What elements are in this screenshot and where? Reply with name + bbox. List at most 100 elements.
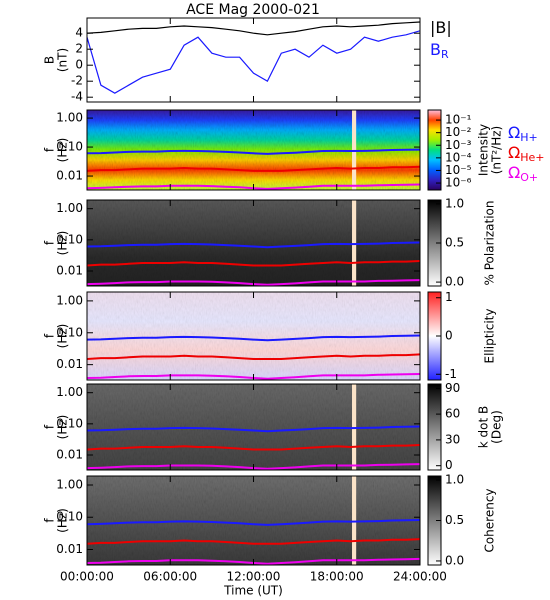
- legend-name: Ω: [508, 123, 520, 142]
- colorbar-unit: (nT²/Hz): [490, 126, 504, 174]
- colorbar-tick-label: 10⁻⁵: [445, 163, 472, 177]
- x-tick-label: 18:00:00: [310, 570, 364, 584]
- colorbar-unit: (Deg): [490, 410, 504, 444]
- colorbar-tick-label: 1.0: [445, 473, 464, 487]
- colorbar-tick-label: 10⁻²: [445, 125, 472, 139]
- legend-entry: BR: [430, 40, 449, 62]
- series-line: [87, 148, 420, 155]
- legend-name: Ω: [508, 163, 520, 182]
- x-tick-label: 24:00:00: [393, 570, 447, 584]
- legend-name: |B|: [430, 18, 452, 37]
- colorbar-tick-label: 0: [445, 329, 453, 343]
- series-line: [87, 353, 420, 360]
- x-tick-label: 00:00:00: [60, 570, 114, 584]
- colorbar-tick-label: 0.0: [445, 275, 464, 289]
- y-tick-label: 1.00: [56, 111, 83, 125]
- y-tick-label: 1.00: [56, 201, 83, 215]
- colorbar-tick-label: 10⁻⁴: [445, 150, 472, 164]
- x-tick-label: 06:00:00: [143, 570, 197, 584]
- x-tick-label: 12:00:00: [227, 570, 281, 584]
- y-tick-label: 0.01: [56, 263, 83, 277]
- legend-subscript: O+: [520, 171, 538, 184]
- y-axis-unit: (Hz): [56, 138, 70, 163]
- y-tick-label: 0.10: [56, 325, 83, 339]
- y-tick-label: 0.10: [56, 140, 83, 154]
- legend-subscript: R: [441, 48, 449, 61]
- legend-entry: ΩH+: [508, 123, 538, 145]
- data-gap: [352, 384, 357, 470]
- legend-subscript: H+: [520, 131, 538, 144]
- series-line: [87, 260, 420, 267]
- colorbar-tick-label: 10⁻¹: [445, 113, 472, 127]
- colorbar-label: Coherency: [483, 488, 497, 552]
- y-tick-label: 0.01: [56, 542, 83, 556]
- y-tick-label: 0.01: [56, 447, 83, 461]
- y-axis-unit: (Hz): [56, 324, 70, 349]
- colorbar-tick-label: -1: [445, 367, 457, 381]
- y-tick-label: 0: [75, 58, 83, 72]
- plot-frame: [86, 17, 421, 103]
- data-gap: [352, 200, 357, 286]
- series-line: [87, 538, 420, 545]
- colorbar-tick-label: 1: [445, 290, 453, 304]
- legend-subscript: He+: [520, 151, 544, 164]
- y-tick-label: 0.01: [56, 169, 83, 183]
- colorbar-label: k dot B: [477, 406, 491, 448]
- y-tick-label: 1.00: [56, 477, 83, 491]
- colorbar-label: Intensity: [477, 124, 491, 176]
- colorbar-tick-label: 0.5: [445, 236, 464, 250]
- colorbar-tick-label: 0: [445, 458, 453, 472]
- series-line: [87, 21, 420, 36]
- series-line: [87, 444, 420, 451]
- colorbar-tick-label: 10⁻³: [445, 138, 472, 152]
- series-line: [87, 241, 420, 249]
- series-line: [87, 30, 420, 94]
- colorbar-tick-label: 30: [445, 432, 460, 446]
- y-tick-label: 1.00: [56, 385, 83, 399]
- colorbar: [427, 109, 442, 191]
- y-axis-label: f: [43, 240, 57, 245]
- y-tick-label: 0.10: [56, 232, 83, 246]
- legend-entry: ΩHe+: [508, 143, 545, 165]
- y-tick-label: -4: [71, 90, 83, 104]
- y-tick-label: 0.10: [56, 510, 83, 524]
- legend-entry: ΩO+: [508, 163, 538, 185]
- y-axis-label: f: [43, 333, 57, 338]
- y-axis-label: f: [43, 518, 57, 523]
- y-axis-label: f: [43, 147, 57, 152]
- y-axis-label: f: [43, 424, 57, 429]
- colorbar-label: Ellipticity: [483, 309, 497, 364]
- y-tick-label: 0.10: [56, 416, 83, 430]
- series-line: [87, 334, 420, 342]
- y-axis-label: B: [43, 56, 57, 64]
- y-axis-unit: (Hz): [56, 508, 70, 533]
- series-line: [87, 165, 420, 172]
- colorbar-tick-label: 0.0: [445, 553, 464, 567]
- legend-name: Ω: [508, 143, 520, 162]
- chart-title: ACE Mag 2000-021: [186, 2, 320, 18]
- y-tick-label: 1.00: [56, 293, 83, 307]
- legend-name: B: [430, 40, 441, 59]
- series-line: [87, 519, 420, 526]
- colorbar-label: % Polarization: [483, 201, 497, 286]
- y-tick-label: 0.01: [56, 357, 83, 371]
- data-gap: [352, 476, 357, 565]
- y-tick-label: -2: [71, 74, 83, 88]
- y-axis-unit: (nT): [56, 48, 70, 72]
- legend-entry: |B|: [430, 18, 452, 37]
- y-axis-unit: (Hz): [56, 415, 70, 440]
- colorbar-tick-label: 90: [445, 381, 460, 395]
- y-tick-label: 2: [75, 42, 83, 56]
- x-axis-label: Time (UT): [223, 584, 283, 598]
- series-line: [87, 425, 420, 433]
- colorbar-tick-label: 0.5: [445, 513, 464, 527]
- y-tick-label: 4: [75, 26, 83, 40]
- colorbar-tick-label: 1.0: [445, 196, 464, 210]
- colorbar: [427, 383, 442, 471]
- colorbar-tick-label: 10⁻⁶: [445, 176, 472, 190]
- y-axis-unit: (Hz): [56, 231, 70, 256]
- colorbar-tick-label: 60: [445, 407, 460, 421]
